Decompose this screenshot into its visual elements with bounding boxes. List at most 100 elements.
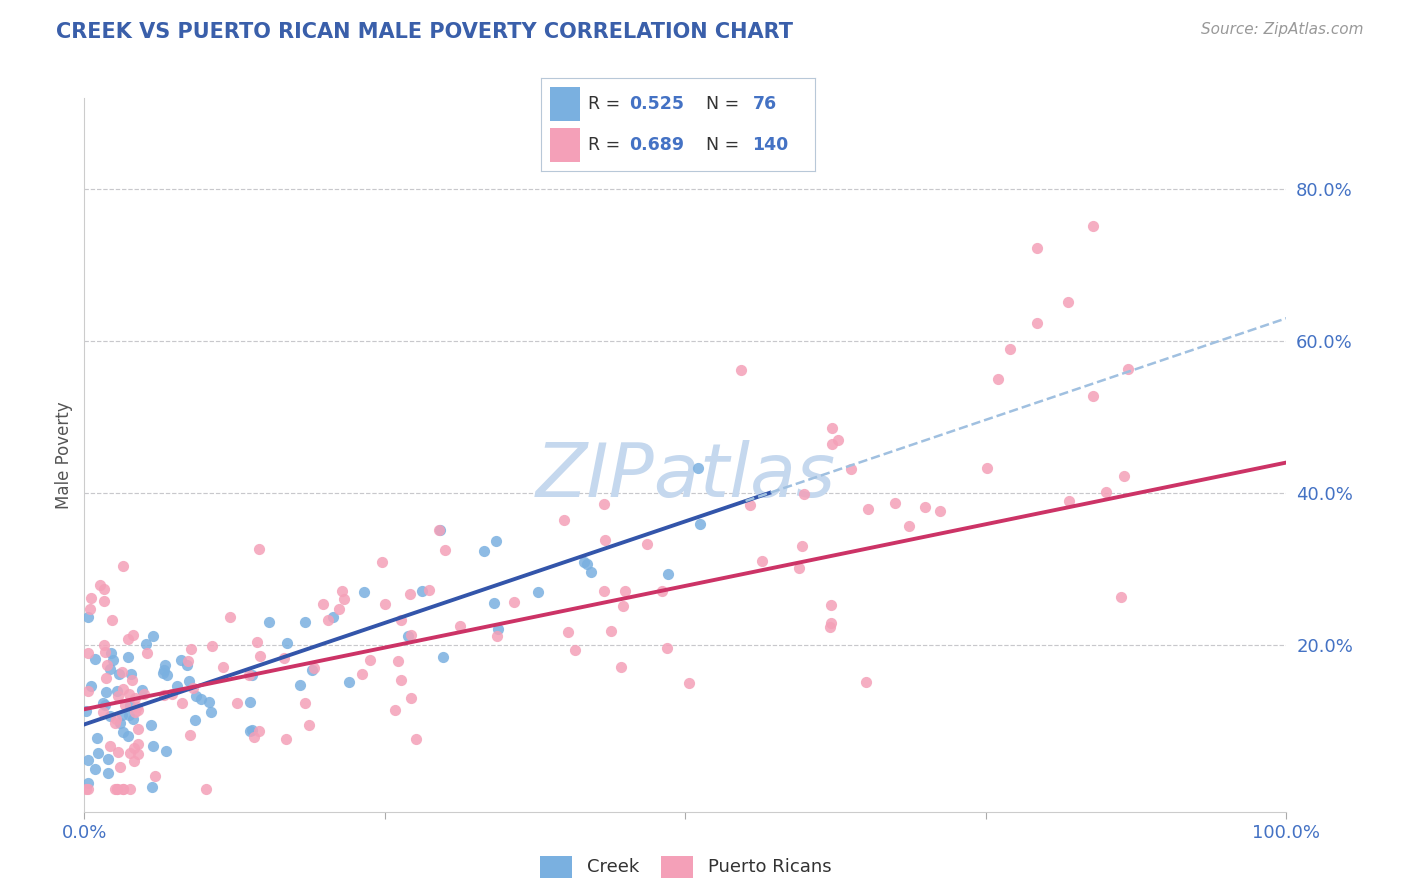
Point — [104, 781, 127, 796]
Point — [751, 553, 773, 567]
Point — [246, 635, 269, 649]
Point — [177, 654, 200, 668]
Point — [118, 781, 141, 796]
Point — [104, 715, 127, 730]
Point — [111, 665, 134, 679]
Point — [389, 673, 412, 688]
Point — [987, 372, 1010, 386]
Point — [1057, 494, 1080, 508]
Text: 76: 76 — [752, 95, 776, 112]
Text: 0.525: 0.525 — [628, 95, 685, 112]
Point — [77, 781, 100, 796]
Point — [152, 663, 174, 677]
Point — [111, 781, 134, 796]
Point — [827, 433, 849, 447]
Point — [198, 695, 221, 709]
Point — [122, 628, 145, 642]
Point — [1025, 241, 1047, 255]
Point — [105, 684, 128, 698]
Text: N =: N = — [706, 95, 745, 112]
Point — [689, 517, 711, 532]
Point — [352, 667, 374, 681]
Point — [374, 597, 396, 611]
Point — [820, 616, 842, 631]
Point — [195, 781, 218, 796]
Point — [76, 684, 98, 698]
Point — [127, 722, 149, 736]
Point — [96, 657, 118, 672]
Point — [93, 594, 115, 608]
Point — [330, 584, 353, 599]
Point — [98, 662, 121, 676]
Point — [405, 732, 427, 747]
Point — [177, 673, 200, 688]
Point — [399, 627, 422, 641]
Point — [101, 613, 124, 627]
Text: ZIPatlas: ZIPatlas — [536, 441, 835, 512]
Point — [100, 646, 122, 660]
Point — [118, 747, 141, 761]
Point — [384, 703, 406, 717]
Point — [160, 687, 183, 701]
Point — [353, 584, 375, 599]
Point — [821, 436, 844, 450]
Point — [240, 723, 263, 738]
Point — [141, 780, 163, 794]
Point — [274, 732, 297, 747]
Bar — [550, 87, 579, 120]
Point — [200, 705, 222, 719]
Point — [1116, 362, 1139, 376]
Point — [593, 533, 616, 548]
Point — [166, 679, 188, 693]
Point — [89, 577, 111, 591]
Point — [143, 769, 166, 783]
Point — [1109, 591, 1132, 605]
Point — [135, 637, 157, 651]
Point — [1081, 219, 1104, 233]
Point — [118, 707, 141, 722]
Y-axis label: Male Poverty: Male Poverty — [55, 401, 73, 508]
Point — [411, 583, 433, 598]
Point — [124, 705, 146, 719]
Point — [449, 619, 471, 633]
Point — [432, 649, 454, 664]
Point — [1025, 316, 1047, 330]
Point — [1114, 468, 1136, 483]
Point — [793, 487, 815, 501]
Point — [337, 674, 360, 689]
Point — [612, 599, 634, 613]
Point — [657, 567, 679, 582]
Point — [883, 496, 905, 510]
Point — [91, 705, 114, 719]
Point — [108, 667, 131, 681]
Point — [239, 695, 262, 709]
Text: Source: ZipAtlas.com: Source: ZipAtlas.com — [1201, 22, 1364, 37]
Point — [170, 696, 193, 710]
Point — [184, 689, 207, 703]
Point — [399, 691, 422, 706]
Point — [359, 653, 381, 667]
Point — [686, 460, 709, 475]
Point — [322, 609, 344, 624]
Point — [418, 582, 440, 597]
Point — [219, 609, 242, 624]
Point — [83, 652, 105, 666]
Point — [976, 461, 998, 475]
Text: 140: 140 — [752, 136, 789, 154]
Point — [593, 584, 616, 599]
Point — [111, 781, 134, 796]
Point — [118, 698, 141, 713]
Point — [117, 650, 139, 665]
Point — [80, 679, 103, 693]
Point — [332, 591, 354, 606]
Point — [298, 718, 321, 732]
Point — [93, 582, 115, 597]
Text: 0.689: 0.689 — [628, 136, 685, 154]
Point — [486, 622, 509, 636]
Point — [485, 629, 508, 643]
Point — [122, 754, 145, 768]
Point — [142, 629, 165, 643]
Point — [651, 583, 673, 598]
Point — [117, 632, 139, 646]
Bar — [550, 128, 579, 162]
